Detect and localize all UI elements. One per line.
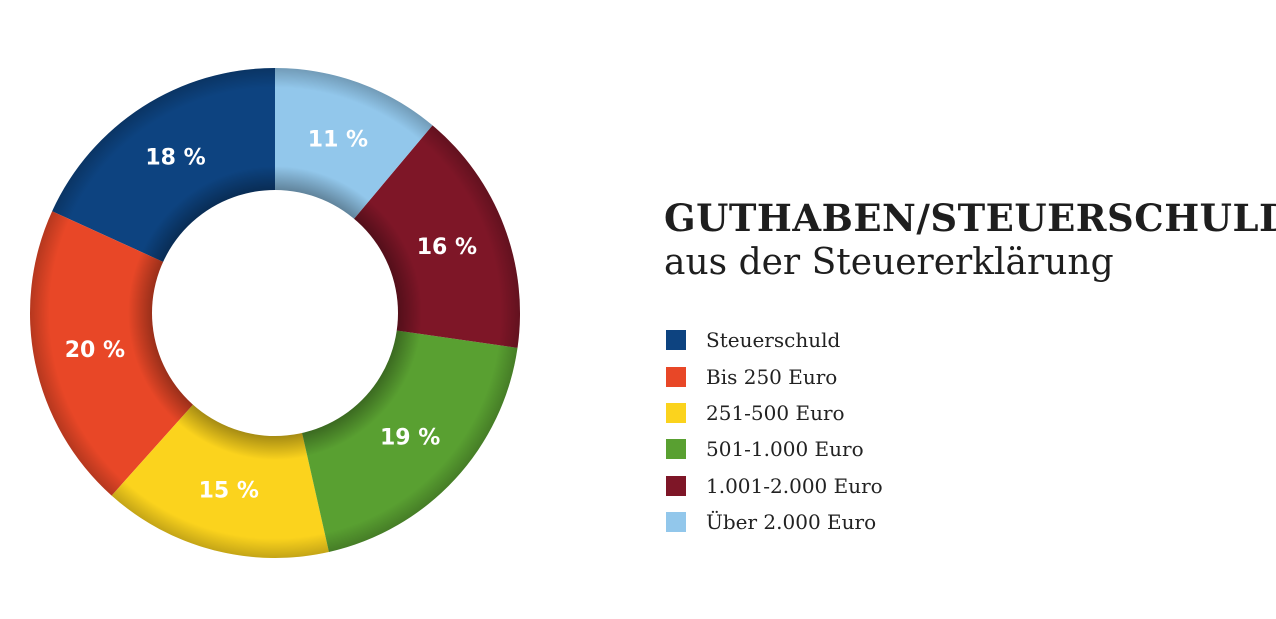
legend-item-ber-2-000-euro: Über 2.000 Euro [666,504,883,540]
legend-swatch [666,366,686,387]
chart-subtitle: aus der Steuererklärung [664,242,1114,283]
slice-value-label: 15 % [199,479,259,504]
legend-item-251-500-euro: 251-500 Euro [666,395,883,431]
chart-legend: Steuerschuld Bis 250 Euro 251-500 Euro 501-… [666,322,883,540]
slice-value-label: 20 % [65,338,125,363]
legend-label: 501-1.000 Euro [706,437,864,462]
legend-swatch [666,439,686,460]
slice-value-label: 18 % [145,146,205,171]
legend-swatch [666,330,686,351]
slice-value-label: 16 % [417,235,477,260]
legend-item-1-001-2-000-euro: 1.001-2.000 Euro [666,468,883,504]
legend-swatch [666,402,686,423]
legend-label: Bis 250 Euro [706,364,838,389]
legend-swatch [666,512,686,533]
legend-swatch [666,475,686,496]
legend-item-501-1-000-euro: 501-1.000 Euro [666,431,883,467]
legend-label: Über 2.000 Euro [706,510,877,535]
legend-label: Steuerschuld [706,328,841,353]
legend-label: 1.001-2.000 Euro [706,473,883,498]
legend-item-bis-250-euro: Bis 250 Euro [666,358,883,394]
chart-title-block: GUTHABEN/STEUERSCHULD aus der Steuererkl… [664,196,1276,286]
chart-title: GUTHABEN/STEUERSCHULD [664,196,1276,240]
slice-value-label: 11 % [308,128,368,153]
slice-value-label: 19 % [380,425,440,450]
legend-label: 251-500 Euro [706,400,845,425]
donut-hole [152,190,398,436]
legend-item-steuerschuld: Steuerschuld [666,322,883,358]
